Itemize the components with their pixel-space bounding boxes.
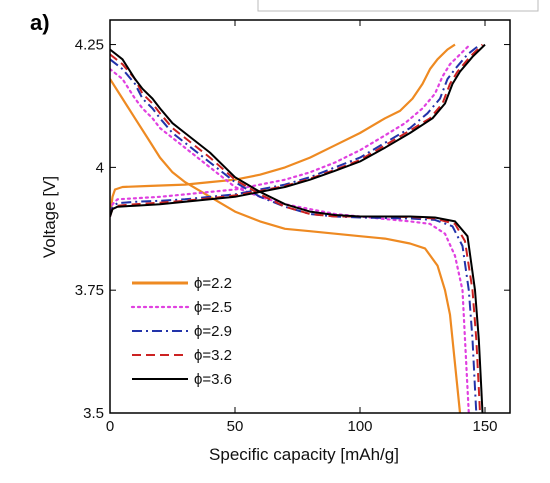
plot-frame [109,19,511,414]
legend: ϕ=2.2 ϕ=2.5 ϕ=2.9 ϕ=3.2 ϕ=3.6 [124,272,269,399]
series-line-4-charge [110,43,484,217]
series-line-1-charge [110,43,456,217]
tick-layer: 0 50 100 150 3.5 3.75 4 4.25 [75,20,510,435]
legend-label-5: ϕ=3.6 [194,371,232,388]
y-tick-label: 4 [96,159,104,176]
x-tick-label: 100 [347,418,372,435]
legend-label-1: ϕ=2.2 [194,275,232,292]
series-line-5-discharge [110,48,484,413]
y-axis-title: Voltage [V] [40,176,59,258]
series-line-2-discharge [110,67,470,413]
legend-box [124,272,269,399]
legend-label-4: ϕ=3.2 [194,347,232,364]
series-line-2-charge [110,43,472,218]
series-line-4-discharge [110,53,481,413]
legend-label-2: ϕ=2.5 [194,299,232,316]
series-line-1-discharge [110,78,462,413]
series-line-3-discharge [110,58,478,413]
x-axis-title: Specific capacity [mAh/g] [209,445,399,464]
legend-label-3: ϕ=2.9 [194,323,232,340]
panel-label: a) [30,10,50,35]
x-tick-label: 50 [227,418,244,435]
y-tick-label: 4.25 [75,37,104,54]
x-tick-label: 0 [106,418,114,435]
x-tick-label: 150 [472,418,497,435]
series-line-5-charge [110,43,486,217]
series-line-3-charge [110,43,481,217]
series-layer [110,43,486,413]
top-strip-border [257,0,539,12]
y-tick-label: 3.5 [83,405,104,422]
y-tick-label: 3.75 [75,282,104,299]
